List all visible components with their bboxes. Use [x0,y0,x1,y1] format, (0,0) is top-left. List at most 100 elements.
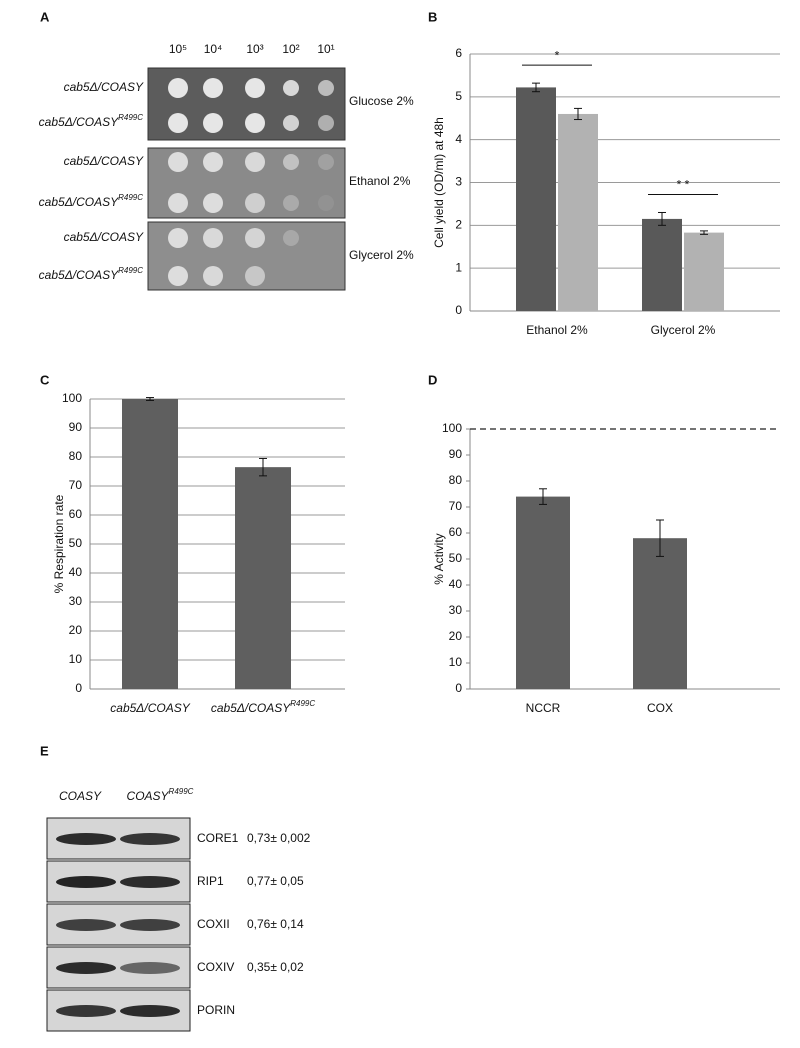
medium-label: Glycerol 2% [349,248,414,262]
strain-label-sup: R499C [118,113,143,122]
y-tick-label: 10 [449,655,463,669]
panel-label: B [428,9,437,24]
yeast-spot [168,266,188,286]
blot-band [120,833,180,845]
y-tick-label: 60 [449,525,463,539]
y-tick-label: 80 [69,449,83,463]
strain-label-main: cab5Δ/COASY [64,154,144,168]
yeast-spot [318,154,334,170]
y-tick-label: 40 [69,565,83,579]
significance-label: * [555,48,560,62]
blot-band [56,1005,116,1017]
strain-label: cab5Δ/COASYR499C [39,266,144,282]
bar [633,538,687,689]
error-bar [574,107,582,121]
y-tick-label: 50 [449,551,463,565]
bar [642,218,682,311]
y-tick-label: 2 [455,218,462,232]
error-bar [146,397,154,401]
error-bar [259,457,267,477]
strain-label: cab5Δ/COASY [64,230,144,244]
lane-label-main: COASY [127,789,170,803]
y-tick-label: 20 [69,623,83,637]
lane-label-sup: R499C [169,787,194,796]
bar [235,467,291,689]
strain-label: cab5Δ/COASY [64,154,144,168]
blot-band [56,962,116,974]
y-tick-label: 80 [449,473,463,487]
error-bar [658,211,666,226]
y-tick-label: 60 [69,507,83,521]
y-tick-label: 1 [455,260,462,274]
strain-label-main: cab5Δ/COASY [39,115,119,129]
ratio-label: 0,77± 0,05 [247,874,304,888]
y-tick-label: 30 [69,594,83,608]
yeast-spot [203,193,223,213]
y-tick-label: 70 [449,499,463,513]
y-tick-label: 40 [449,577,463,591]
protein-label: COXIV [197,960,234,974]
error-bar [539,488,547,505]
x-tick-label: Glycerol 2% [651,323,716,337]
y-tick-label: 6 [455,46,462,60]
protein-label: CORE1 [197,831,239,845]
y-tick-label: 4 [455,132,462,146]
blot-band [56,833,116,845]
y-tick-label: 30 [449,603,463,617]
yeast-spot [168,113,188,133]
x-tick-label-sup: R499C [290,699,315,708]
strain-label: cab5Δ/COASYR499C [39,113,144,129]
y-tick-label: 100 [62,391,82,405]
dilution-label: 10⁴ [204,42,223,56]
protein-label: RIP1 [197,874,224,888]
yeast-spot [203,228,223,248]
significance-label: * * [677,178,690,192]
ratio-label: 0,35± 0,02 [247,960,304,974]
strain-label-main: cab5Δ/COASY [39,268,119,282]
y-tick-label: 90 [449,447,463,461]
panel-label: C [40,372,50,387]
yeast-spot [203,78,223,98]
error-bar [656,519,664,557]
yeast-spot [318,115,334,131]
medium-label: Ethanol 2% [349,174,411,188]
panel-label: E [40,743,49,758]
y-tick-label: 3 [455,175,462,189]
bar [122,399,178,689]
yeast-spot [245,113,265,133]
x-tick-label: Ethanol 2% [526,323,588,337]
protein-label: COXII [197,917,230,931]
x-tick-label-main: cab5Δ/COASY [211,701,291,715]
bar [516,496,570,689]
panel-label: D [428,372,437,387]
strain-label-main: cab5Δ/COASY [64,80,144,94]
strain-label-sup: R499C [118,193,143,202]
dilution-label: 10⁵ [169,42,187,56]
dilution-label: 10³ [246,42,263,56]
panel-label: A [40,9,50,24]
error-bar [700,230,708,235]
yeast-spot [168,193,188,213]
y-tick-label: 90 [69,420,83,434]
yeast-spot [283,115,299,131]
yeast-spot [168,228,188,248]
y-tick-label: 20 [449,629,463,643]
yeast-spot [245,266,265,286]
yeast-spot [203,113,223,133]
yeast-spot [168,78,188,98]
x-tick-label: NCCR [526,701,561,715]
bar [516,87,556,311]
y-tick-label: 0 [75,681,82,695]
dilution-label: 10¹ [317,42,334,56]
yeast-spot [283,154,299,170]
strain-label-main: cab5Δ/COASY [39,195,119,209]
y-tick-label: 50 [69,536,83,550]
y-tick-label: 5 [455,89,462,103]
lane-label: COASY [59,789,102,803]
x-tick-label: COX [647,701,673,715]
blot-band [120,919,180,931]
medium-label: Glucose 2% [349,94,414,108]
x-tick-label: cab5Δ/COASYR499C [211,699,316,715]
y-axis-label: Cell yield (OD/ml) at 48h [432,117,446,248]
